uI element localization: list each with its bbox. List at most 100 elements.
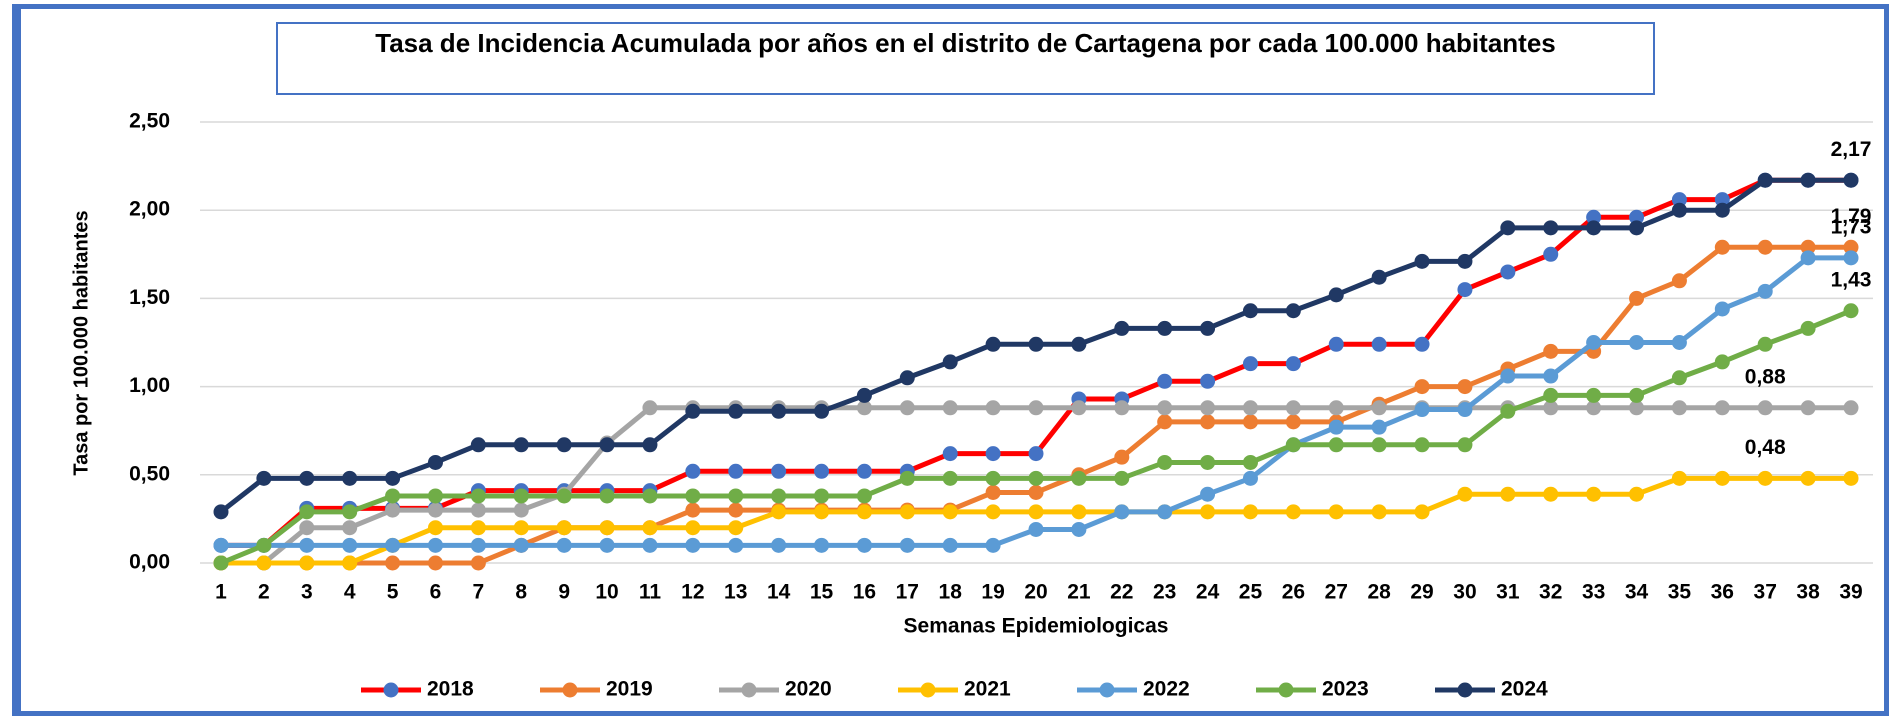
point-marker xyxy=(1028,521,1044,537)
x-tick-label: 12 xyxy=(681,581,704,604)
point-marker xyxy=(1371,269,1387,285)
point-marker xyxy=(1157,504,1173,520)
data-label: 0,88 xyxy=(1745,365,1786,388)
point-marker xyxy=(1714,470,1730,486)
point-marker xyxy=(1800,400,1816,416)
x-tick-label: 18 xyxy=(939,581,963,604)
x-tick-label: 17 xyxy=(896,581,919,604)
point-marker xyxy=(814,488,830,504)
point-marker xyxy=(1457,402,1473,418)
x-tick-label: 37 xyxy=(1754,581,1777,604)
y-tick-label: 2,00 xyxy=(129,198,170,221)
point-marker xyxy=(1843,303,1859,319)
x-tick-label: 23 xyxy=(1153,581,1176,604)
point-marker xyxy=(685,520,701,536)
point-marker xyxy=(1843,250,1859,266)
x-tick-label: 3 xyxy=(301,581,313,604)
point-marker xyxy=(685,463,701,479)
point-marker xyxy=(1114,449,1130,465)
y-tick-label: 2,50 xyxy=(129,110,170,133)
point-marker xyxy=(1586,486,1602,502)
x-tick-label: 9 xyxy=(558,581,570,604)
point-marker xyxy=(1586,220,1602,236)
point-marker xyxy=(1543,368,1559,384)
point-marker xyxy=(1671,192,1687,208)
point-marker xyxy=(1242,356,1258,372)
legend-label: 2020 xyxy=(785,678,832,701)
x-tick-label: 39 xyxy=(1839,581,1862,604)
point-marker xyxy=(771,504,787,520)
point-marker xyxy=(1028,484,1044,500)
x-tick-label: 16 xyxy=(853,581,876,604)
y-axis-label: Tasa por 100.000 habitantes xyxy=(70,210,92,475)
point-marker xyxy=(1242,400,1258,416)
point-marker xyxy=(1714,192,1730,208)
point-marker xyxy=(1500,264,1516,280)
point-marker xyxy=(728,520,744,536)
point-marker xyxy=(899,400,915,416)
point-marker xyxy=(1543,486,1559,502)
point-marker xyxy=(942,354,958,370)
point-marker xyxy=(1028,336,1044,352)
point-marker xyxy=(1543,246,1559,262)
point-marker xyxy=(1328,504,1344,520)
point-marker xyxy=(213,555,229,571)
point-marker xyxy=(385,537,401,553)
point-marker xyxy=(1200,373,1216,389)
point-marker xyxy=(385,502,401,518)
point-marker xyxy=(299,504,315,520)
point-marker xyxy=(1414,402,1430,418)
point-marker xyxy=(985,504,1001,520)
point-marker xyxy=(1157,373,1173,389)
x-tick-label: 7 xyxy=(473,581,485,604)
point-marker xyxy=(1457,486,1473,502)
point-marker xyxy=(814,537,830,553)
point-marker xyxy=(685,502,701,518)
point-marker xyxy=(1457,282,1473,298)
point-marker xyxy=(1200,320,1216,336)
point-marker xyxy=(1543,400,1559,416)
data-label: 0,48 xyxy=(1745,436,1786,459)
data-label: 1,79 xyxy=(1831,205,1872,228)
point-marker xyxy=(599,488,615,504)
point-marker xyxy=(1586,387,1602,403)
point-marker xyxy=(985,446,1001,462)
x-tick-label: 25 xyxy=(1239,581,1263,604)
point-marker xyxy=(513,537,529,553)
point-marker xyxy=(1500,368,1516,384)
x-tick-label: 8 xyxy=(515,581,527,604)
point-marker xyxy=(1629,387,1645,403)
point-marker xyxy=(1714,400,1730,416)
point-marker xyxy=(470,537,486,553)
point-marker xyxy=(1414,437,1430,453)
point-marker xyxy=(1629,400,1645,416)
point-marker xyxy=(856,537,872,553)
point-marker xyxy=(1457,253,1473,269)
point-marker xyxy=(513,502,529,518)
point-marker xyxy=(985,484,1001,500)
point-marker xyxy=(1328,400,1344,416)
point-marker xyxy=(256,470,272,486)
point-marker xyxy=(1629,486,1645,502)
point-marker xyxy=(1114,504,1130,520)
point-marker xyxy=(856,400,872,416)
point-marker xyxy=(642,537,658,553)
point-marker xyxy=(427,502,443,518)
point-marker xyxy=(1457,437,1473,453)
legend-marker xyxy=(1457,682,1473,698)
x-tick-label: 38 xyxy=(1796,581,1820,604)
legend-marker xyxy=(383,682,399,698)
point-marker xyxy=(342,520,358,536)
point-marker xyxy=(1071,470,1087,486)
point-marker xyxy=(1543,343,1559,359)
point-marker xyxy=(1200,414,1216,430)
point-marker xyxy=(1328,336,1344,352)
point-marker xyxy=(1328,287,1344,303)
point-marker xyxy=(728,537,744,553)
point-marker xyxy=(942,537,958,553)
point-marker xyxy=(1714,239,1730,255)
point-marker xyxy=(1457,379,1473,395)
legend-item: 2022 xyxy=(1077,678,1190,701)
data-label: 2,17 xyxy=(1831,138,1872,161)
x-tick-label: 4 xyxy=(344,581,356,604)
